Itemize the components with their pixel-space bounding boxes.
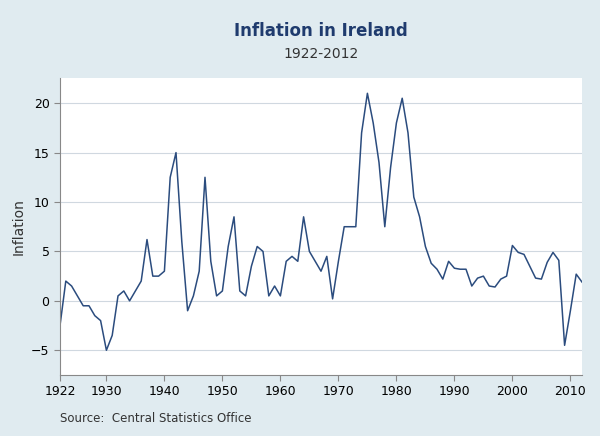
Text: Source:  Central Statistics Office: Source: Central Statistics Office <box>60 412 251 425</box>
Text: 1922-2012: 1922-2012 <box>283 48 359 61</box>
Text: Inflation in Ireland: Inflation in Ireland <box>234 21 408 40</box>
Y-axis label: Inflation: Inflation <box>11 198 26 255</box>
